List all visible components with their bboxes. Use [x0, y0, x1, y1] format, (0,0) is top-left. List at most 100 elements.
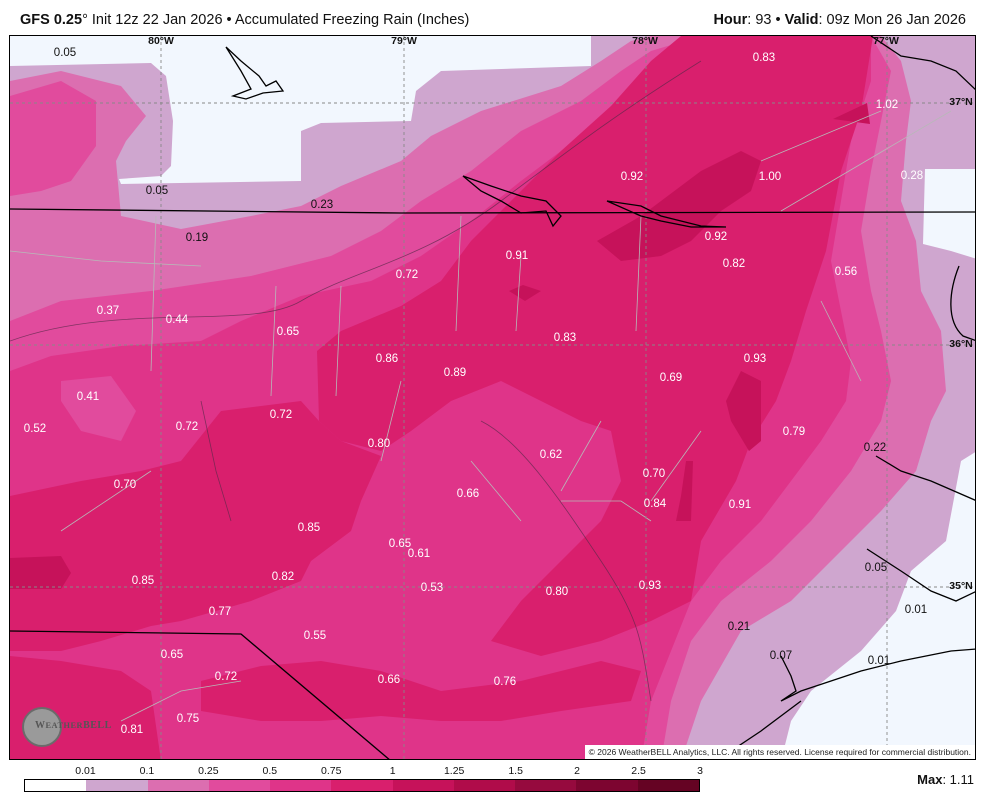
value-label: 0.89 — [443, 367, 467, 379]
coastline-pamlico — [875, 455, 975, 501]
band-1-c — [726, 371, 761, 451]
legend-swatch — [576, 780, 638, 791]
lon-label: 79°W — [391, 35, 417, 47]
band-0.75-south — [201, 661, 641, 721]
value-label: 0.82 — [722, 258, 746, 270]
value-label: 0.69 — [659, 372, 683, 384]
valid-label: Valid — [784, 12, 819, 28]
init-and-product: Init 12z 22 Jan 2026 • Accumulated Freez… — [87, 12, 470, 28]
value-label: 0.05 — [864, 562, 888, 574]
value-label: 0.56 — [834, 266, 858, 278]
band-0.25-pocket — [61, 376, 136, 441]
legend-tick-label: 0.01 — [75, 765, 96, 777]
value-label: 0.91 — [728, 499, 752, 511]
value-label: 0.55 — [303, 630, 327, 642]
value-label: 0.82 — [271, 571, 295, 583]
legend-tick-label: 1.5 — [508, 765, 523, 777]
legend-swatch — [515, 780, 577, 791]
coastline-north — [870, 36, 975, 90]
value-label: 0.19 — [185, 232, 209, 244]
value-label: 0.79 — [782, 426, 806, 438]
legend-tick-label: 0.25 — [198, 765, 219, 777]
model-name: GFS 0.25 — [20, 12, 83, 28]
value-label: 0.22 — [863, 442, 887, 454]
legend-tick-label: 1.25 — [443, 765, 465, 777]
value-label: 0.37 — [96, 305, 120, 317]
value-label: 0.53 — [420, 582, 444, 594]
legend-swatch — [453, 780, 516, 791]
value-label: 0.80 — [545, 586, 569, 598]
valid-value: : 09z Mon 26 Jan 2026 — [818, 12, 966, 28]
lat-label: 36°N — [949, 338, 973, 350]
legend-swatch — [25, 780, 87, 791]
map-fill-layers — [10, 36, 975, 759]
max-number: : 1.11 — [942, 772, 974, 787]
value-label: 0.91 — [505, 250, 529, 262]
rivers — [10, 60, 702, 702]
legend-swatch — [208, 780, 271, 791]
value-label: 1.02 — [875, 99, 899, 111]
max-label: Max — [917, 772, 943, 787]
value-label: 0.85 — [297, 522, 321, 534]
value-label: 0.86 — [375, 353, 399, 365]
value-label: 0.01 — [904, 604, 928, 616]
legend-tick-label: 0.75 — [321, 765, 342, 777]
legend-swatch — [86, 780, 148, 791]
value-label: 0.61 — [407, 548, 431, 560]
band-1-b — [833, 103, 870, 124]
value-label: 0.83 — [752, 52, 776, 64]
no-ice-area-east-1 — [923, 169, 975, 259]
lon-label: 78°W — [632, 35, 658, 47]
hour-value: : 93 • — [747, 12, 785, 28]
value-label: 0.75 — [176, 713, 200, 725]
lon-label: 77°W — [873, 35, 899, 47]
max-value: Max: 1.11 — [917, 772, 974, 787]
value-label: 0.92 — [620, 171, 644, 183]
band-0.75-west — [10, 401, 381, 651]
value-label: 0.81 — [120, 724, 144, 736]
legend-tick-label: 3 — [697, 765, 703, 777]
value-label: 0.84 — [643, 498, 667, 510]
legend-tick-label: 2.5 — [631, 765, 646, 777]
lon-label: 80°W — [148, 35, 174, 47]
band-1-f — [509, 285, 541, 301]
legend-swatch — [637, 780, 699, 791]
value-label: 0.65 — [160, 649, 184, 661]
legend-swatch — [331, 780, 393, 791]
lake-outline — [225, 46, 285, 100]
value-label: 0.85 — [131, 575, 155, 587]
value-label: 0.23 — [310, 199, 334, 211]
state-border-nc-sc — [10, 630, 390, 759]
no-ice-area-north — [10, 36, 591, 184]
boundaries — [10, 36, 975, 759]
hour-label: Hour — [713, 12, 748, 28]
legend-tick-label: 0.5 — [262, 765, 278, 777]
value-label: 0.65 — [388, 538, 412, 550]
value-label: 0.44 — [165, 314, 189, 326]
map-title: GFS 0.25° Init 12z 22 Jan 2026 • Accumul… — [20, 12, 469, 28]
value-label: 0.72 — [175, 421, 199, 433]
value-label: 0.41 — [76, 391, 100, 403]
value-label: 0.76 — [493, 676, 517, 688]
coastline-sound — [950, 265, 975, 341]
value-label: 0.70 — [113, 479, 137, 491]
lat-label: 35°N — [949, 580, 973, 592]
value-label: 0.83 — [553, 332, 577, 344]
graticule — [10, 36, 975, 759]
valid-time: Hour: 93 • Valid: 09z Mon 26 Jan 2026 — [713, 12, 966, 28]
coastline-neuse — [866, 548, 975, 602]
coastline-south — [780, 648, 975, 702]
state-border-va-nc — [10, 208, 975, 214]
reservoir-outline — [462, 175, 562, 228]
band-1-e — [676, 461, 693, 521]
value-label: 0.01 — [867, 655, 891, 667]
value-label: 0.72 — [395, 269, 419, 281]
value-label: 0.93 — [638, 580, 662, 592]
legend-tick-label: 0.1 — [139, 765, 155, 777]
value-label: 0.52 — [23, 423, 47, 435]
band-1-a — [597, 151, 761, 261]
value-label: 0.62 — [539, 449, 563, 461]
value-label: 0.93 — [743, 353, 767, 365]
value-label: 0.72 — [269, 409, 293, 421]
value-label: 0.92 — [704, 231, 728, 243]
